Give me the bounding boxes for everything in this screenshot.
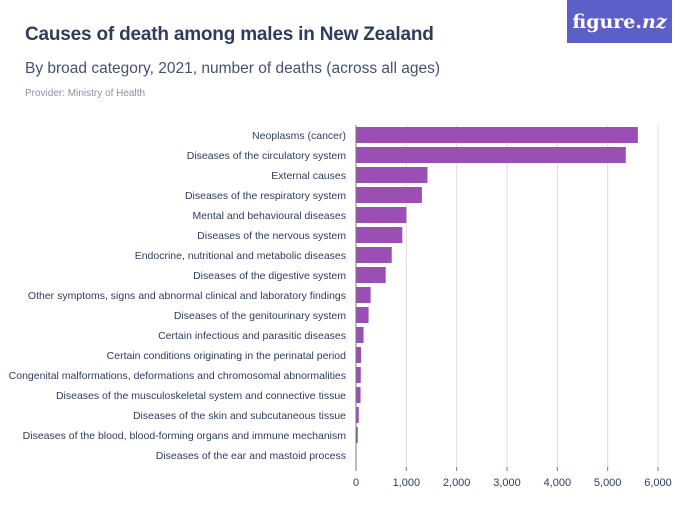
category-labels: Neoplasms (cancer) Diseases of the circul…	[9, 130, 347, 462]
logo-text-nz: nz	[642, 10, 667, 33]
category-label: Certain conditions originating in the pe…	[107, 350, 346, 362]
category-label: Diseases of the skin and subcutaneous ti…	[133, 410, 346, 422]
tick-label: 4,000	[544, 477, 572, 489]
category-label: Diseases of the nervous system	[197, 230, 346, 242]
category-label: Diseases of the musculoskeletal system a…	[56, 390, 346, 402]
category-label: Congenital malformations, deformations a…	[9, 370, 346, 382]
category-label: Endocrine, nutritional and metabolic dis…	[135, 250, 346, 262]
tick-label: 2,000	[443, 477, 471, 489]
bar	[356, 147, 626, 163]
bar	[356, 127, 638, 143]
bar	[356, 247, 392, 263]
tick-label: 3,000	[493, 477, 521, 489]
logo-text-main: figure	[572, 10, 636, 33]
category-label: Diseases of the circulatory system	[187, 150, 347, 162]
provider-note: Provider: Ministry of Health	[25, 88, 146, 99]
x-axis-ticks: 0 1,000 2,000 3,000 4,000 5,000 6,000	[353, 125, 672, 489]
category-label: Certain infectious and parasitic disease…	[158, 330, 346, 342]
bar	[356, 307, 369, 323]
bar	[356, 267, 386, 283]
tick-label: 1,000	[393, 477, 421, 489]
category-label: Diseases of the ear and mastoid process	[156, 450, 346, 462]
logo-text-dot: .	[635, 10, 643, 33]
category-label: Diseases of the respiratory system	[185, 190, 346, 202]
category-label: Neoplasms (cancer)	[252, 130, 346, 142]
category-label: Diseases of the blood, blood-forming org…	[23, 430, 347, 442]
bar	[356, 287, 371, 303]
bars	[356, 127, 638, 463]
category-label: Diseases of the genitourinary system	[174, 310, 346, 322]
chart-title: Causes of death among males in New Zeala…	[25, 24, 434, 45]
bar	[356, 207, 407, 223]
bar	[356, 367, 361, 383]
category-label: External causes	[271, 170, 346, 182]
bar	[356, 167, 428, 183]
category-label: Mental and behavioural diseases	[192, 210, 346, 222]
bar	[356, 327, 364, 343]
figure-nz-logo[interactable]: figure. nz	[567, 0, 672, 43]
bar	[356, 387, 361, 403]
category-label: Other symptoms, signs and abnormal clini…	[28, 290, 346, 302]
bar	[356, 187, 422, 203]
bar	[356, 427, 358, 443]
bar	[356, 407, 359, 423]
tick-label: 5,000	[594, 477, 622, 489]
chart-subtitle: By broad category, 2021, number of death…	[25, 60, 440, 77]
tick-label: 0	[353, 477, 359, 489]
tick-label: 6,000	[644, 477, 672, 489]
bar	[356, 227, 403, 243]
category-label: Diseases of the digestive system	[193, 270, 346, 282]
bar	[356, 347, 362, 363]
